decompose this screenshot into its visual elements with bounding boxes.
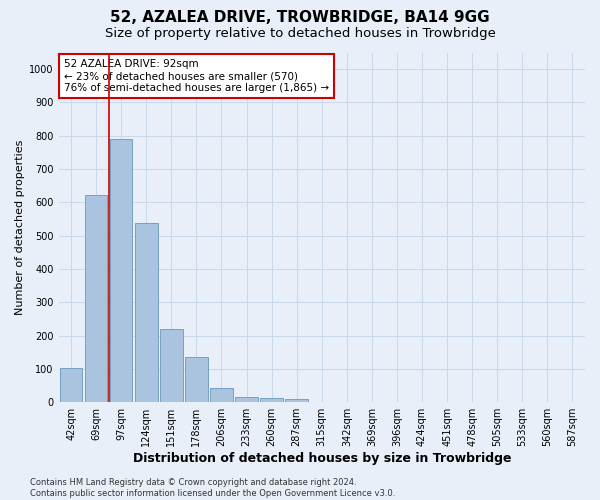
Text: Size of property relative to detached houses in Trowbridge: Size of property relative to detached ho… xyxy=(104,28,496,40)
Text: Contains HM Land Registry data © Crown copyright and database right 2024.
Contai: Contains HM Land Registry data © Crown c… xyxy=(30,478,395,498)
Text: 52, AZALEA DRIVE, TROWBRIDGE, BA14 9GG: 52, AZALEA DRIVE, TROWBRIDGE, BA14 9GG xyxy=(110,10,490,25)
Bar xyxy=(110,139,133,402)
Bar xyxy=(85,195,107,402)
Bar xyxy=(185,357,208,402)
Bar xyxy=(210,388,233,402)
Bar xyxy=(60,368,82,402)
Y-axis label: Number of detached properties: Number of detached properties xyxy=(15,140,25,315)
Bar xyxy=(235,396,258,402)
Bar xyxy=(286,399,308,402)
X-axis label: Distribution of detached houses by size in Trowbridge: Distribution of detached houses by size … xyxy=(133,452,511,465)
Bar xyxy=(260,398,283,402)
Text: 52 AZALEA DRIVE: 92sqm
← 23% of detached houses are smaller (570)
76% of semi-de: 52 AZALEA DRIVE: 92sqm ← 23% of detached… xyxy=(64,60,329,92)
Bar xyxy=(160,329,182,402)
Bar xyxy=(135,223,158,402)
